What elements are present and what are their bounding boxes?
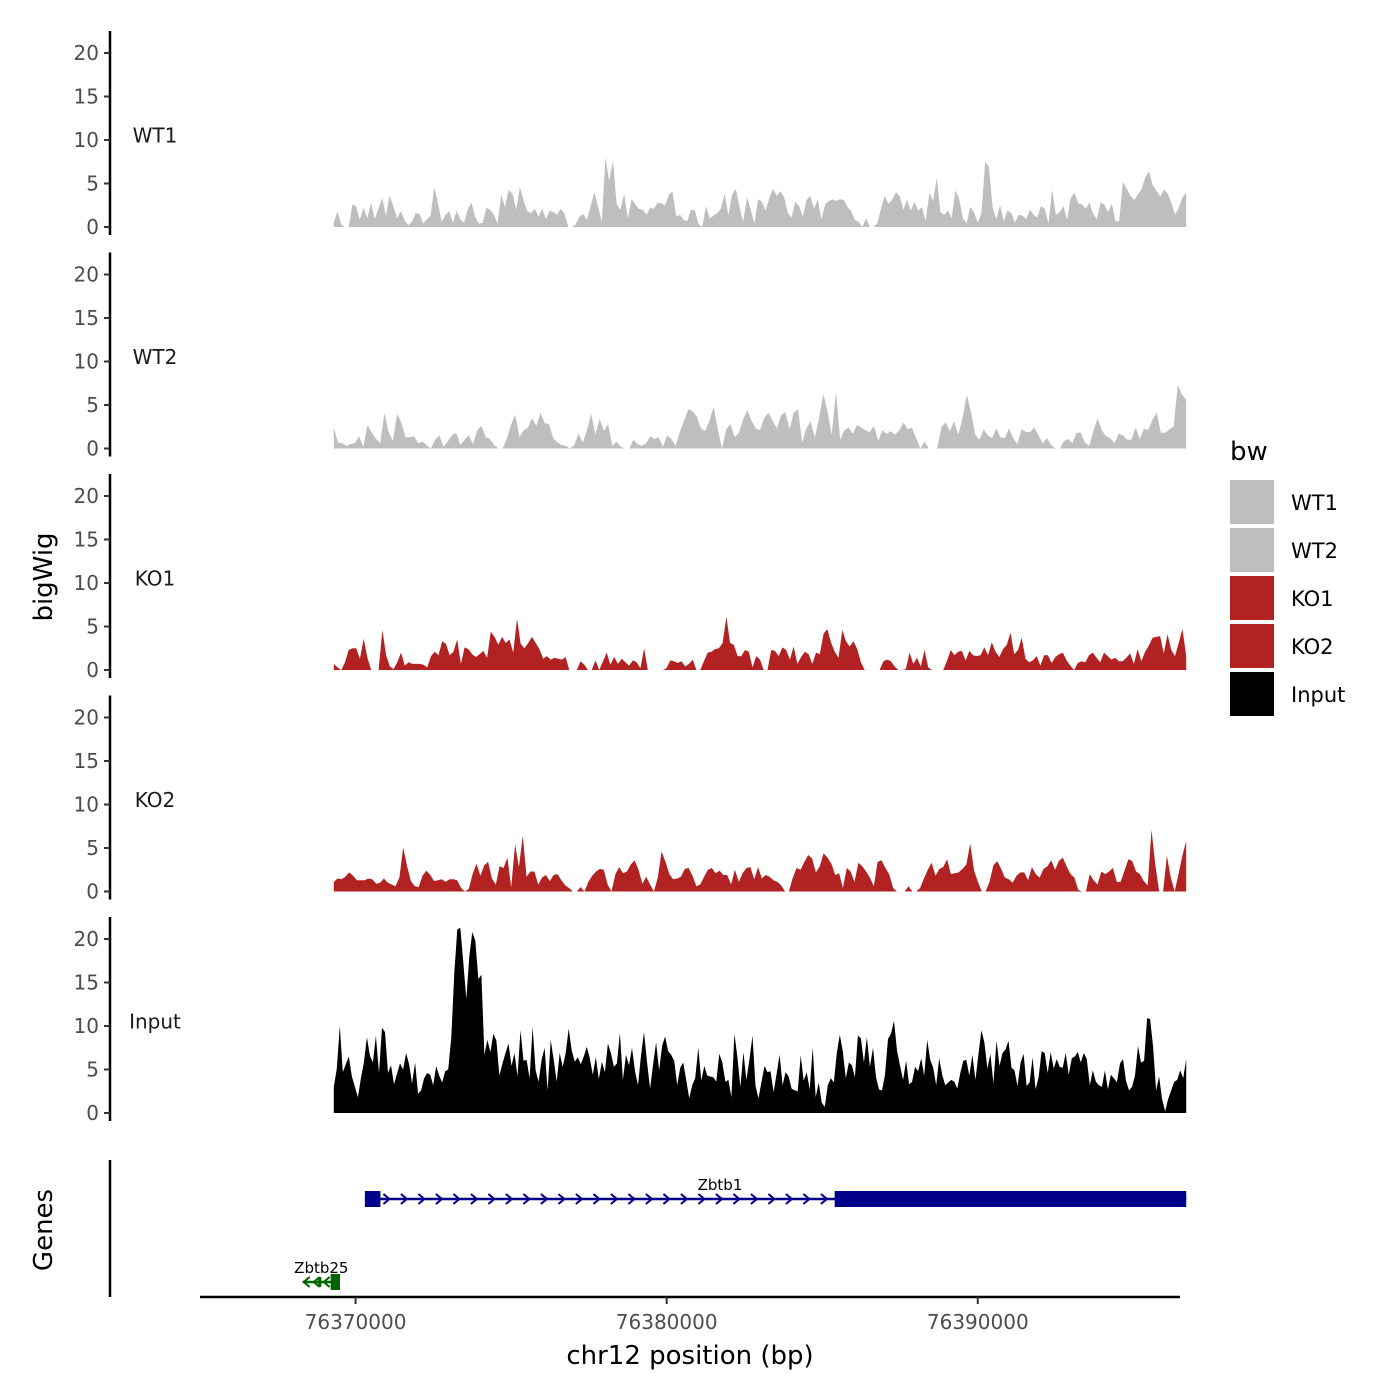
track-wt1: 0 5 10 15 20 WT1: [74, 31, 1187, 239]
strand-chevron: [452, 1193, 461, 1205]
x-tick-label: 76380000: [616, 1310, 718, 1334]
genes-axis-title: Genes: [29, 1189, 59, 1271]
y-tick-label: 20: [74, 263, 99, 287]
gene-label: Zbtb1: [698, 1176, 743, 1194]
track-label: Input: [129, 1010, 181, 1034]
track-label: KO2: [135, 788, 176, 812]
strand-chevron: [400, 1193, 409, 1205]
y-tick-label: 5: [86, 1058, 99, 1082]
legend-title: bw: [1230, 437, 1268, 467]
strand-chevron: [557, 1193, 566, 1205]
strand-chevron: [470, 1193, 479, 1205]
strand-chevron: [767, 1193, 776, 1205]
y-tick-label: 0: [86, 658, 99, 682]
y-tick-label: 20: [74, 706, 99, 730]
legend-label-wt1: WT1: [1291, 491, 1338, 515]
signal-area-wt2: [333, 385, 1187, 449]
strand-chevron: [732, 1193, 741, 1205]
strand-chevron: [785, 1193, 794, 1205]
strand-chevron: [522, 1193, 531, 1205]
strand-chevron: [592, 1193, 601, 1205]
y-tick-label: 15: [74, 306, 99, 330]
strand-chevron: [302, 1276, 311, 1288]
strand-chevron: [540, 1193, 549, 1205]
y-tick-label: 0: [86, 215, 99, 239]
legend-label-ko1: KO1: [1291, 587, 1334, 611]
strand-chevron: [645, 1193, 654, 1205]
x-tick-label: 76370000: [305, 1310, 407, 1334]
y-tick-label: 5: [86, 172, 99, 196]
exon: [330, 1274, 340, 1290]
strand-chevron: [627, 1193, 636, 1205]
y-tick-label: 0: [86, 880, 99, 904]
strand-chevron: [322, 1276, 331, 1288]
signal-area-ko1: [333, 616, 1187, 670]
legend-swatch-input: [1230, 672, 1274, 716]
y-tick-label: 10: [74, 128, 99, 152]
legend-label-wt2: WT2: [1291, 539, 1338, 563]
signal-area-wt1: [333, 157, 1187, 227]
strand-chevron: [505, 1193, 514, 1205]
track-label: WT2: [133, 345, 178, 369]
y-tick-label: 5: [86, 615, 99, 639]
legend-label-input: Input: [1291, 683, 1345, 707]
gene-label: Zbtb25: [294, 1259, 348, 1277]
strand-chevron: [417, 1193, 426, 1205]
strand-chevron: [575, 1193, 584, 1205]
y-tick-label: 10: [74, 571, 99, 595]
strand-chevron: [750, 1193, 759, 1205]
y-tick-label: 10: [74, 793, 99, 817]
track-ko2: 0 5 10 15 20 KO2: [74, 695, 1187, 904]
y-tick-label: 10: [74, 1014, 99, 1038]
signal-area-input: [333, 927, 1187, 1113]
strand-chevron: [802, 1193, 811, 1205]
track-label: WT1: [133, 124, 178, 148]
strand-chevron: [610, 1193, 619, 1205]
x-axis: 76370000 76380000 76390000: [200, 1295, 1180, 1334]
legend-swatch-wt2: [1230, 528, 1274, 572]
strand-chevron: [697, 1193, 706, 1205]
y-tick-label: 15: [74, 85, 99, 109]
legend: bw WT1 WT2 KO1 KO2 Input: [1230, 437, 1345, 716]
strand-chevron: [662, 1193, 671, 1205]
y-tick-label: 15: [74, 971, 99, 995]
y-axis-title: bigWig: [29, 532, 59, 621]
strand-chevron: [312, 1276, 321, 1288]
x-axis-title: chr12 position (bp): [566, 1341, 813, 1371]
y-tick-label: 15: [74, 749, 99, 773]
legend-swatch-ko2: [1230, 624, 1274, 668]
x-tick-label: 76390000: [927, 1310, 1029, 1334]
y-tick-label: 20: [74, 927, 99, 951]
track-wt2: 0 5 10 15 20 WT2: [74, 252, 1187, 461]
exon: [364, 1191, 381, 1207]
y-tick-label: 20: [74, 484, 99, 508]
strand-chevron: [435, 1193, 444, 1205]
strand-chevron: [487, 1193, 496, 1205]
bigwig-tracks: 0 5 10 15 20 WT1 0 5 10 15 20 WT2 0 5 10 15 20 KO1 0 5 10 15 2…: [74, 31, 1187, 1125]
strand-chevron: [680, 1193, 689, 1205]
track-label: KO1: [135, 567, 176, 591]
y-tick-label: 10: [74, 350, 99, 374]
legend-label-ko2: KO2: [1291, 635, 1334, 659]
y-tick-label: 0: [86, 437, 99, 461]
legend-swatch-wt1: [1230, 480, 1274, 524]
y-tick-label: 15: [74, 528, 99, 552]
exon: [834, 1191, 1187, 1207]
track-input: 0 5 10 15 20 Input: [74, 917, 1187, 1125]
y-tick-label: 0: [86, 1101, 99, 1125]
gene-zbtb25: Zbtb25: [294, 1259, 348, 1290]
y-tick-label: 5: [86, 836, 99, 860]
y-tick-label: 20: [74, 41, 99, 65]
gene-zbtb1: Zbtb1: [364, 1176, 1187, 1207]
legend-swatch-ko1: [1230, 576, 1274, 620]
signal-area-ko2: [333, 829, 1187, 892]
exon: [318, 1277, 322, 1287]
y-tick-label: 5: [86, 393, 99, 417]
gene-annotation-panel: Zbtb1 Zbtb25: [108, 1160, 1187, 1297]
strand-chevron: [382, 1193, 391, 1205]
track-ko1: 0 5 10 15 20 KO1: [74, 474, 1187, 682]
strand-chevron: [820, 1193, 829, 1205]
strand-chevron: [715, 1193, 724, 1205]
